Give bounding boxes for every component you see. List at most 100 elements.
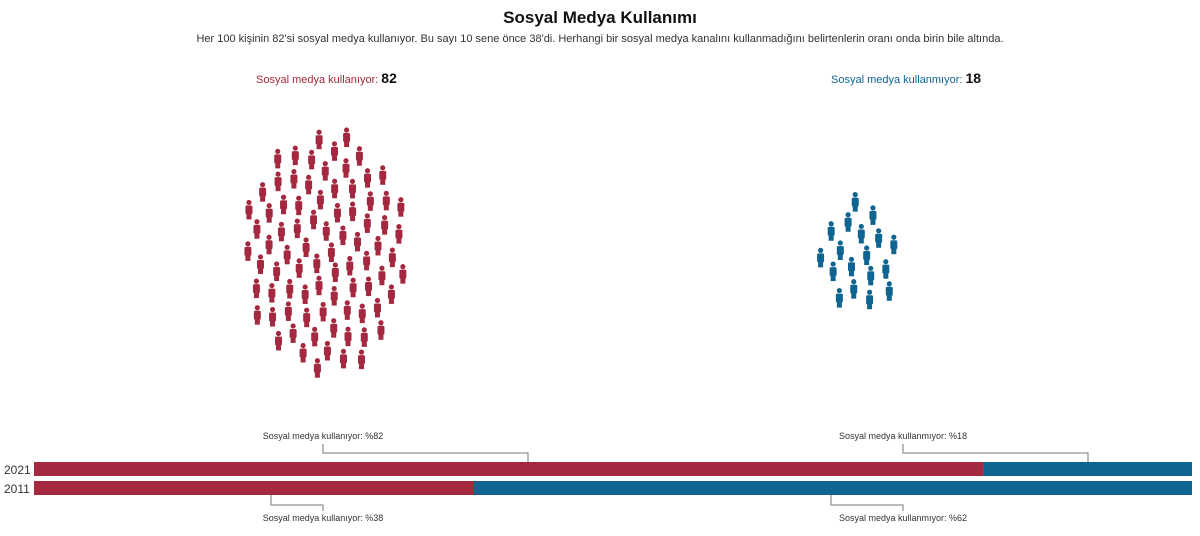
person-icon-user: [363, 250, 371, 271]
person-icon-user: [289, 323, 297, 343]
person-icon-user: [315, 275, 323, 296]
person-icon-user: [283, 244, 291, 265]
person-icon-user: [342, 158, 350, 178]
person-icon-nonuser: [829, 261, 837, 282]
nonusers-count-value: 18: [965, 70, 982, 86]
year-label-2011: 2011: [4, 482, 30, 496]
person-icon-nonuser: [866, 289, 874, 310]
person-icon-user: [331, 262, 339, 283]
person-icon-user: [295, 195, 303, 216]
page-title: Sosyal Medya Kullanımı: [503, 8, 697, 27]
connector-2011-users: [270, 495, 324, 511]
person-icon-user: [330, 318, 338, 338]
person-icon-user: [302, 237, 310, 258]
person-icon-user: [313, 253, 321, 274]
person-icon-user: [284, 301, 292, 321]
person-icon-user: [301, 284, 309, 304]
person-icon-user: [373, 297, 381, 318]
person-icon-user: [268, 282, 276, 303]
person-icon-user: [327, 242, 335, 262]
person-icon-user: [353, 231, 361, 252]
person-icon-user: [358, 303, 366, 324]
users-count-label: Sosyal medya kullanıyor:: [256, 74, 379, 86]
person-icon-nonuser: [885, 281, 893, 301]
person-icon-user: [323, 340, 331, 361]
person-icon-user: [274, 171, 282, 192]
person-icon-nonuser: [835, 287, 843, 308]
person-icon-user: [381, 215, 389, 235]
person-icon-user: [321, 161, 329, 181]
person-icon-user: [291, 145, 299, 166]
person-icon-nonuser: [850, 279, 858, 299]
person-icon-user: [253, 305, 261, 325]
person-icon-user: [265, 203, 273, 223]
person-icon-user: [349, 277, 357, 298]
person-icon-user: [244, 241, 252, 261]
users-count-value: 82: [381, 70, 397, 86]
person-icon-nonuser: [817, 247, 825, 268]
person-icon-nonuser: [857, 223, 865, 244]
bar-2011-nonusers: [474, 481, 1192, 495]
connector-2021-users: [322, 444, 529, 462]
person-icon-user: [343, 127, 351, 148]
person-icon-user: [377, 320, 385, 340]
users-count: Sosyal medya kullanıyor: 82: [256, 70, 397, 86]
year-label-2021: 2021: [4, 463, 31, 477]
person-icon-user: [355, 146, 363, 166]
person-icon-user: [274, 148, 282, 169]
person-icon-user: [395, 224, 403, 244]
person-icon-user: [313, 358, 321, 378]
person-icon-user: [343, 300, 351, 320]
person-icon-nonuser: [890, 234, 898, 255]
person-icon-user: [366, 191, 374, 211]
person-icon-user: [348, 178, 356, 199]
person-icon-nonuser: [863, 245, 871, 265]
person-icon-user: [265, 234, 273, 255]
person-icon-user: [339, 225, 347, 246]
person-icon-user: [333, 202, 341, 223]
annotation-2021-users: Sosyal medya kullanıyor: %82: [263, 431, 384, 441]
person-icon-nonuser: [867, 265, 875, 286]
person-icon-user: [363, 213, 371, 233]
person-icon-user: [310, 209, 318, 230]
annotation-2011-users: Sosyal medya kullanıyor: %38: [263, 513, 384, 523]
person-icon-user: [319, 301, 327, 322]
person-icon-user: [397, 197, 405, 217]
bar-2021-nonusers: [983, 462, 1192, 476]
person-icon-user: [280, 194, 288, 215]
person-icon-user: [379, 165, 387, 185]
connector-2021-nonusers: [902, 444, 1089, 462]
person-icon-user: [322, 221, 330, 241]
person-icon-user: [330, 141, 338, 161]
person-icon-nonuser: [844, 212, 852, 232]
person-icon-user: [360, 327, 368, 347]
person-icon-user: [277, 221, 285, 242]
person-icon-user: [387, 284, 395, 304]
person-icon-nonuser: [827, 221, 835, 241]
person-icon-user: [315, 129, 323, 150]
bar-2011-users: [34, 481, 475, 495]
person-icon-user: [365, 276, 373, 297]
person-icon-user: [311, 326, 319, 347]
annotation-2011-nonusers: Sosyal medya kullanmıyor: %62: [839, 513, 967, 523]
person-icon-user: [253, 219, 261, 239]
person-icon-nonuser: [875, 228, 883, 248]
person-icon-user: [259, 182, 267, 202]
person-icon-user: [344, 326, 352, 347]
person-icon-nonuser: [869, 205, 877, 225]
person-icon-user: [374, 235, 382, 256]
person-icon-nonuser: [882, 259, 890, 279]
person-icon-user: [378, 265, 386, 286]
person-icon-nonuser: [847, 256, 855, 277]
person-icon-user: [295, 258, 303, 278]
nonusers-count: Sosyal medya kullanmıyor: 18: [831, 70, 981, 86]
person-icon-user: [388, 247, 396, 268]
person-icon-user: [303, 307, 311, 328]
person-icon-user: [305, 174, 313, 195]
person-icon-user: [382, 190, 390, 211]
person-icon-user: [273, 261, 281, 281]
person-icon-user: [269, 306, 277, 327]
person-icon-user: [399, 264, 407, 284]
